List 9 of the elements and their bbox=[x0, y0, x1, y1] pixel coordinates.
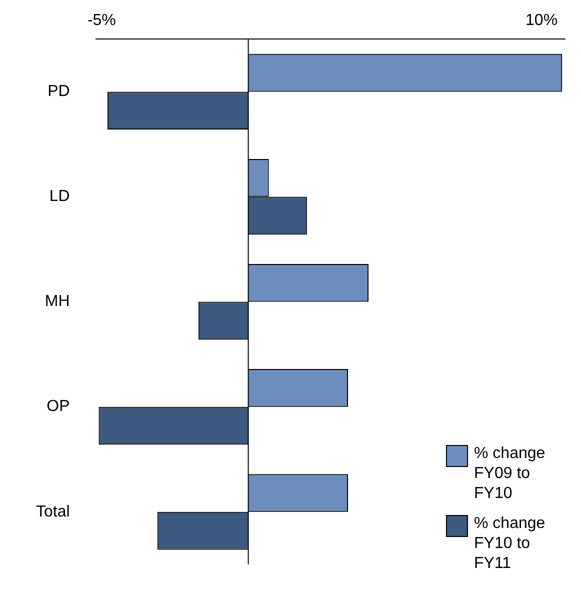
y-tick-label: PD bbox=[48, 83, 70, 100]
y-tick-label: Total bbox=[36, 503, 70, 520]
legend-label: % change FY09 to FY10 bbox=[474, 444, 546, 504]
y-tick-label: OP bbox=[46, 398, 70, 416]
x-tick-label: -5% bbox=[87, 12, 116, 30]
legend-label: % change FY10 to FY11 bbox=[474, 514, 546, 574]
x-tick-label: 10% bbox=[526, 12, 558, 30]
y-tick-label: MH bbox=[44, 293, 70, 310]
y-tick-label: LD bbox=[49, 188, 70, 206]
